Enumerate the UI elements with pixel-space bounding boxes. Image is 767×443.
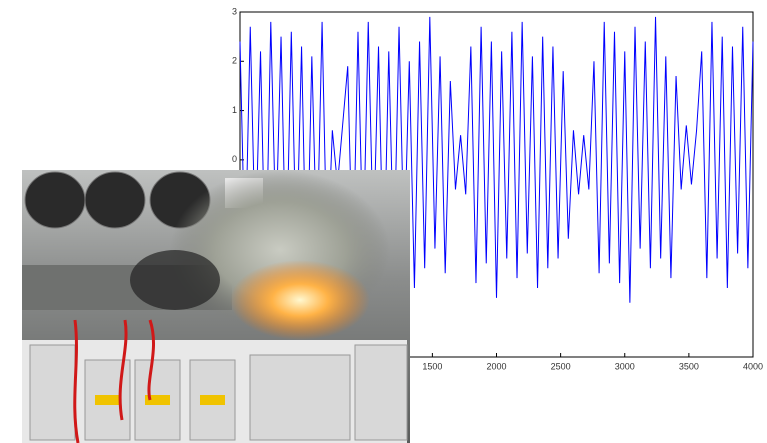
y-tick-label: 1 [232, 105, 237, 115]
x-tick-label: 2000 [486, 361, 506, 371]
chart: 0 1 2 3 1500 2000 2500 3000 3500 4000 [0, 0, 767, 443]
x-tick-label: 3000 [615, 361, 635, 371]
x-tick-label: 2500 [551, 361, 571, 371]
x-tick-label: 4000 [743, 361, 763, 371]
y-tick-label: 3 [232, 6, 237, 16]
photo [22, 170, 410, 443]
x-tick-label: 1500 [422, 361, 442, 371]
x-tick-label: 3500 [679, 361, 699, 371]
y-tick-label: 0 [232, 154, 237, 164]
y-tick-label: 2 [232, 56, 237, 66]
